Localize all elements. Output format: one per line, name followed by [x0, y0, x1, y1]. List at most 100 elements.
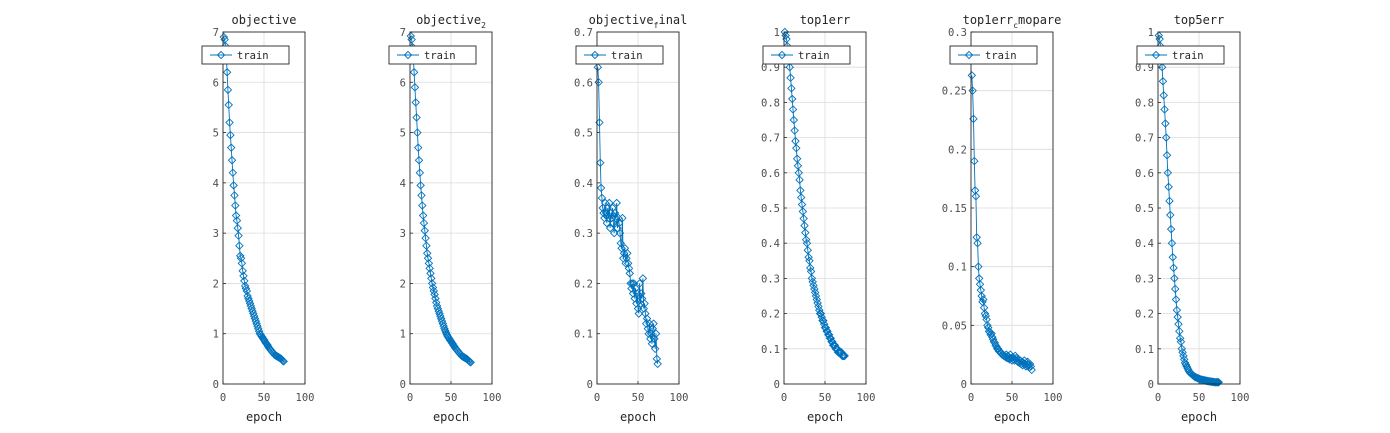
y-tick-label: 0.3: [948, 27, 967, 39]
data-point: [241, 284, 251, 293]
chart-panel-5: 0 0.05 0.1 0.15 0.2 0.25 0.3 0 50 100 epoch top1err…: [942, 13, 1063, 424]
data-point: [235, 251, 245, 261]
data-point: [1173, 312, 1182, 322]
data-point: [1157, 62, 1167, 72]
data-point: [424, 259, 434, 268]
data-point: [1165, 196, 1174, 206]
data-point: [418, 201, 427, 210]
x-tick-label: 100: [857, 392, 876, 404]
axes-frame: [1157, 31, 1241, 385]
data-point: [419, 218, 429, 228]
data-point: [612, 198, 621, 208]
data-point: [830, 341, 840, 350]
data-point: [804, 253, 813, 262]
data-point: [988, 335, 998, 344]
chart-title-subscript: c: [1013, 21, 1018, 30]
data-point: [1169, 263, 1178, 273]
data-point: [442, 330, 452, 339]
chart-title: objective: [231, 13, 296, 27]
data-point: [236, 254, 246, 263]
y-tick-label: 7: [213, 27, 219, 39]
series-line-train: [597, 67, 659, 364]
data-point: [1003, 351, 1013, 361]
data-point: [407, 35, 416, 44]
legend-marker: [777, 50, 787, 60]
data-point: [798, 207, 808, 216]
data-point: [427, 279, 437, 288]
legend-box: [201, 45, 290, 65]
data-point: [239, 271, 248, 281]
data-point: [593, 62, 603, 72]
data-point: [811, 291, 821, 301]
y-tick-label: 7: [400, 27, 406, 39]
x-tick-label: 100: [1044, 392, 1063, 404]
data-point: [825, 334, 835, 343]
x-tick-label: 100: [296, 392, 315, 404]
data-point: [226, 130, 235, 140]
data-point: [993, 344, 1003, 354]
y-tick-label: 0.8: [1135, 97, 1154, 109]
data-point: [1027, 365, 1036, 375]
y-tick-label: 0.4: [761, 238, 780, 250]
y-tick-label: 4: [400, 178, 406, 190]
data-point: [814, 302, 823, 311]
data-point: [817, 312, 826, 322]
data-point: [1210, 378, 1219, 387]
data-point: [988, 332, 997, 342]
data-point: [614, 218, 624, 228]
data-point: [803, 246, 813, 255]
x-axis-label: epoch: [246, 410, 282, 424]
data-point: [415, 168, 425, 178]
chart-panel-4: 0 0.1 0.2 0.3 0.4 0.5 0.6 0.7 0.8 0.9 1 0 50 100 epoch…: [761, 13, 875, 424]
data-point: [624, 264, 634, 273]
data-point: [263, 340, 272, 350]
data-point: [1175, 326, 1184, 336]
data-point: [229, 181, 238, 190]
y-tick-label: 0.3: [574, 228, 593, 240]
legend-marker: [216, 50, 226, 60]
data-point: [240, 276, 249, 286]
data-point: [223, 85, 233, 95]
data-point: [431, 294, 440, 303]
data-point: [610, 208, 620, 218]
data-point: [809, 281, 818, 290]
data-point: [1158, 77, 1168, 86]
data-point: [599, 208, 608, 218]
data-point: [653, 359, 662, 369]
x-axis-label: epoch: [1181, 410, 1217, 424]
chart-title-subscript: f: [654, 21, 659, 30]
data-point: [640, 299, 649, 308]
data-point: [237, 259, 247, 268]
x-axis-label: epoch: [994, 410, 1030, 424]
data-point: [781, 31, 790, 40]
data-point: [970, 156, 979, 166]
data-point: [822, 326, 831, 336]
y-tick-label: 2: [400, 278, 406, 290]
data-point: [1166, 210, 1175, 220]
data-point: [621, 259, 630, 268]
data-point: [806, 263, 815, 273]
y-tick-label: 0: [213, 379, 219, 391]
data-point: [1163, 168, 1173, 178]
y-tick-label: 0.8: [761, 97, 780, 109]
data-point: [983, 323, 993, 332]
y-tick-label: 0: [774, 379, 780, 391]
data-point: [819, 319, 829, 329]
data-point: [791, 136, 800, 146]
data-point: [787, 84, 796, 93]
chart-panel-3: 0 0.1 0.2 0.3 0.4 0.5 0.6 0.7 0 50 100 epoch objecti…: [574, 13, 688, 424]
data-point: [813, 298, 822, 308]
data-point: [797, 200, 807, 209]
y-tick-label: 0.7: [574, 27, 593, 39]
chart-title-main: top5err: [1174, 13, 1225, 27]
data-point: [426, 269, 435, 278]
data-point: [1167, 238, 1177, 248]
data-point: [796, 186, 805, 195]
data-point: [224, 100, 233, 110]
data-point: [466, 358, 475, 367]
legend-box: [1136, 45, 1225, 65]
data-point: [828, 337, 837, 346]
legend-marker: [964, 50, 974, 60]
y-tick-label: 0.05: [942, 320, 967, 332]
data-point: [231, 211, 241, 220]
